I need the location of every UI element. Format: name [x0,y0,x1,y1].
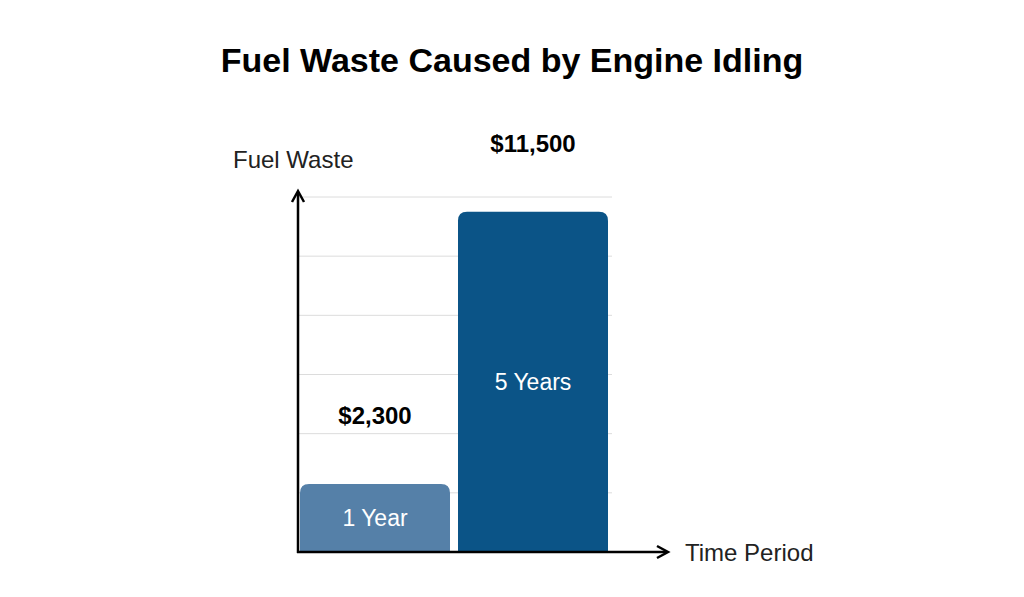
data-label: $11,500 [490,130,575,157]
axes [292,191,668,558]
x-axis-title: Time Period [685,539,813,566]
x-axis-arrow [657,546,668,558]
data-label: $2,300 [338,402,411,429]
category-label: 5 Years [495,369,572,395]
y-axis [297,193,300,553]
grid-line [298,197,612,198]
bar [458,212,608,552]
y-axis-title: Fuel Waste [233,146,353,173]
chart-svg: Fuel Waste Caused by Engine Idling 1 Year… [0,0,1024,597]
bar [300,484,450,552]
y-axis-arrow [292,191,304,202]
bars [300,212,608,552]
x-axis [297,551,666,554]
category-label: 1 Year [342,505,408,531]
chart-container: Fuel Waste Caused by Engine Idling 1 Year… [0,0,1024,597]
grid [298,197,612,552]
chart-title: Fuel Waste Caused by Engine Idling [221,41,803,79]
